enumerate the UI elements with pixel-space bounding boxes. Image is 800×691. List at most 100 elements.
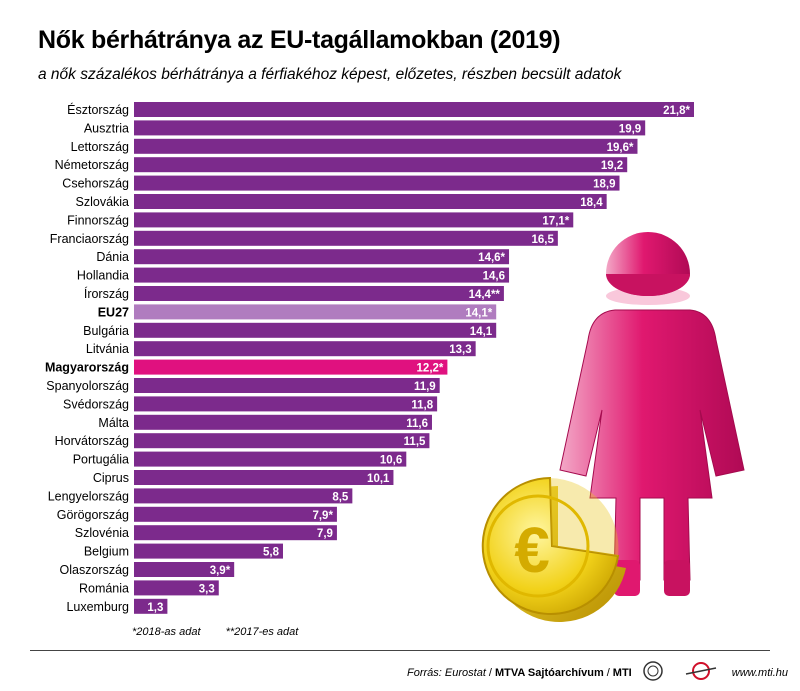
value-label: 19,2 [601,160,623,172]
category-label: Ciprus [93,471,129,485]
category-label: Észtország [67,102,129,117]
bar-25 [134,562,235,577]
agency-label: MTI [612,666,632,679]
bar-10 [134,286,504,301]
bar-14 [134,359,448,375]
archive-label: MTVA Sajtóarchívum [494,666,604,679]
category-label: Svédország [63,397,129,411]
bar-7 [134,230,558,246]
value-label: 14,6* [478,252,505,264]
bars-group: Észtország 21,8* Ausztria 19,9 Lettország 19,… [45,102,694,614]
footer-divider [30,650,770,651]
category-label: Szlovákia [76,195,130,209]
bar-26 [134,580,219,596]
value-label: 11,8 [411,399,433,411]
value-label: 14,1* [465,307,492,319]
value-label: 17,1* [542,215,569,227]
category-label: Németország [55,158,129,172]
category-label: Olaszország [60,563,130,577]
bar-6 [134,212,574,228]
category-label: Horvátország [55,434,129,448]
bar-0 [134,102,694,117]
bar-3 [134,157,628,173]
category-label: Luxemburg [66,600,129,614]
bar-11 [134,304,497,320]
category-label: Franciaország [50,232,129,246]
bar-13 [134,341,476,357]
footnote-2017: **2017-es adat [225,626,299,638]
category-label: Csehország [62,177,129,191]
chart-title: Nők bérhátránya az EU-tagállamokban (201… [38,26,561,54]
value-label: 18,9 [593,179,615,191]
value-label: 14,4** [469,289,501,301]
category-label: Románia [79,581,129,595]
category-label: Görögország [57,508,129,522]
source-label: Forrás: [407,666,442,679]
category-label: Finnország [67,213,129,227]
bar-24 [134,543,283,559]
value-label: 14,6 [483,271,505,283]
value-label: 11,5 [404,436,426,448]
source-text: Eurostat [444,666,486,679]
bar-20 [134,470,394,485]
category-label: Bulgária [83,324,129,338]
mti-logo-icon [684,660,718,685]
bar-17 [134,414,432,430]
bar-4 [134,175,620,191]
value-label: 14,1 [470,326,493,338]
bar-16 [134,396,438,412]
bar-9 [134,267,510,283]
category-label: Hollandia [77,269,129,283]
value-label: 7,9 [317,528,333,540]
category-label: Lengyelország [48,489,129,503]
category-label: Írország [84,286,129,301]
category-label: Szlovénia [75,526,129,540]
value-label: 18,4 [580,197,603,209]
chart-subtitle: a nők százalékos bérhátránya a férfiakéh… [38,66,622,83]
value-label: 12,2* [417,363,444,375]
bar-15 [134,378,440,393]
bar-8 [134,249,510,265]
bar-22 [134,506,337,522]
bar-21 [134,488,353,504]
value-label: 11,9 [414,381,436,393]
value-label: 1,3 [147,602,163,614]
category-label: Lettország [71,140,129,154]
category-label: Ausztria [84,121,129,135]
site-url[interactable]: www.mti.hu [731,666,788,679]
value-label: 5,8 [263,547,280,559]
value-label: 7,9* [312,510,333,522]
value-label: 16,5 [531,234,554,246]
value-label: 13,3 [449,344,471,356]
bar-23 [134,525,337,541]
bar-19 [134,451,407,467]
value-label: 3,3 [199,583,215,595]
category-label: Belgium [84,545,129,559]
bar-18 [134,433,430,449]
bar-2 [134,138,638,154]
category-label: Dánia [96,250,129,264]
category-label: Litvánia [86,342,129,356]
bar-1 [134,120,646,136]
value-label: 19,9 [619,123,641,135]
bar-5 [134,194,607,209]
value-label: 10,1 [367,473,390,485]
category-label: Portugália [73,453,129,467]
footer: Forrás: Eurostat / MTVA Sajtóarchívum / … [407,660,788,685]
value-label: 21,8* [663,105,690,117]
category-label: EU27 [98,305,129,319]
value-label: 3,9* [210,565,231,577]
mtva-logo-icon [642,660,664,685]
woman-figure-icon [559,232,745,596]
category-label: Málta [98,416,129,430]
value-label: 8,5 [332,491,349,503]
euro-coin-icon: € [481,476,626,622]
footnote-2018: *2018-as adat [132,626,201,638]
category-label: Magyarország [45,361,129,375]
bar-27 [134,598,168,614]
bar-12 [134,322,497,338]
svg-text:€: € [514,514,550,586]
value-label: 10,6 [380,455,402,467]
value-label: 11,6 [406,418,428,430]
